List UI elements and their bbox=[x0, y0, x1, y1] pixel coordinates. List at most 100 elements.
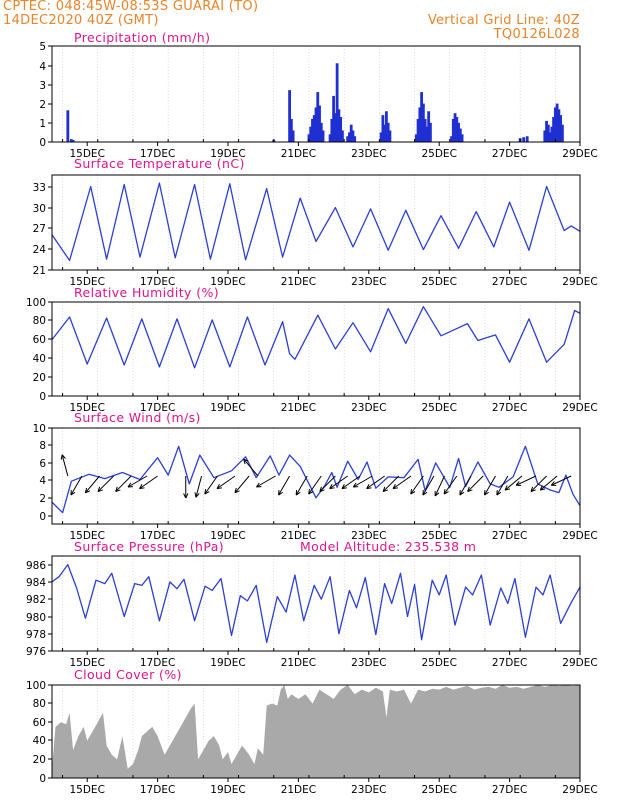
y-tick-label: 80 bbox=[33, 315, 46, 327]
precip-bar bbox=[339, 117, 343, 142]
precip-bar bbox=[423, 118, 427, 142]
y-tick-label: 980 bbox=[26, 612, 46, 624]
panel-title: Surface Temperature (nC) bbox=[74, 156, 245, 171]
x-tick-label: 25DEC bbox=[421, 148, 456, 160]
precip-bar bbox=[337, 109, 341, 142]
wind-arrow bbox=[183, 476, 189, 499]
x-tick-label: 17DEC bbox=[140, 148, 175, 160]
wind-arrow bbox=[329, 475, 348, 490]
panel-title: Cloud Cover (%) bbox=[74, 667, 182, 682]
plot-frame bbox=[51, 427, 581, 525]
precip-bar bbox=[309, 126, 313, 142]
precip-bar bbox=[450, 136, 453, 142]
precip-bar bbox=[525, 136, 529, 142]
y-tick-label: 100 bbox=[26, 680, 46, 692]
panel-4: 976 978 980 982 984 986 15DEC 17DEC 19DEC 21DEC 23… bbox=[26, 539, 598, 669]
precip-bar bbox=[332, 95, 335, 142]
series-line bbox=[51, 306, 581, 369]
precip-bar bbox=[289, 118, 293, 142]
precip-bar bbox=[552, 117, 555, 142]
y-tick-label: 24 bbox=[33, 244, 47, 256]
series-line bbox=[51, 563, 581, 644]
precip-bar bbox=[318, 105, 321, 142]
x-tick-label: 29DEC bbox=[562, 784, 597, 796]
precip-bar bbox=[555, 103, 559, 142]
precip-bar bbox=[453, 113, 457, 142]
x-tick-label: 21DEC bbox=[281, 276, 316, 288]
precip-bar bbox=[311, 118, 314, 142]
x-tick-label: 25DEC bbox=[421, 276, 456, 288]
precip-bar bbox=[328, 134, 332, 142]
y-tick-label: 5 bbox=[39, 41, 46, 53]
wind-arrow bbox=[550, 475, 572, 486]
precip-bar bbox=[546, 124, 550, 142]
panel-title: Surface Wind (m/s) bbox=[74, 410, 201, 425]
y-tick-label: 100 bbox=[26, 297, 46, 309]
precip-bar bbox=[425, 126, 429, 142]
x-tick-label: 15DEC bbox=[69, 402, 104, 414]
wind-arrow bbox=[234, 475, 250, 494]
plot-frame bbox=[51, 555, 581, 652]
precip-bar bbox=[346, 136, 350, 142]
y-tick-label: 1 bbox=[39, 118, 46, 130]
wind-arrow bbox=[392, 475, 412, 490]
x-tick-label: 21DEC bbox=[281, 657, 316, 669]
precip-bar bbox=[321, 130, 325, 142]
x-tick-label: 21DEC bbox=[281, 402, 316, 414]
x-tick-label: 21DEC bbox=[281, 148, 316, 160]
y-tick-label: 984 bbox=[26, 577, 46, 589]
x-tick-label: 25DEC bbox=[421, 402, 456, 414]
precip-bar bbox=[460, 134, 464, 142]
precip-bar bbox=[455, 117, 459, 142]
x-tick-label: 25DEC bbox=[421, 784, 456, 796]
wind-arrow bbox=[139, 475, 158, 490]
precip-bar bbox=[307, 134, 311, 142]
header-grid-line: Vertical Grid Line: 40Z bbox=[427, 13, 580, 28]
y-tick-label: 60 bbox=[33, 334, 46, 346]
precip-bar bbox=[349, 124, 353, 142]
wind-arrow bbox=[539, 475, 558, 491]
precip-bar bbox=[316, 92, 320, 142]
wind-arrow bbox=[115, 475, 132, 493]
x-tick-label: 29DEC bbox=[562, 276, 597, 288]
x-tick-label: 19DEC bbox=[210, 784, 245, 796]
y-tick-label: 21 bbox=[33, 265, 46, 277]
precip-bar bbox=[416, 118, 420, 142]
header-date: 14DEC2020 40Z (GMT) bbox=[3, 13, 159, 28]
y-tick-label: 20 bbox=[33, 754, 46, 766]
x-tick-label: 17DEC bbox=[140, 276, 175, 288]
x-tick-label: 15DEC bbox=[69, 148, 104, 160]
precip-bar bbox=[418, 107, 422, 142]
x-tick-label: 19DEC bbox=[210, 402, 245, 414]
precip-bar bbox=[457, 122, 460, 142]
panel-3: 0 2 4 6 8 10 15DEC 17DEC 19DEC 21DEC 23DEC 25DEC 27D… bbox=[33, 410, 598, 542]
precip-bar bbox=[66, 110, 70, 142]
y-tick-label: 10 bbox=[33, 423, 46, 435]
precip-bar bbox=[71, 140, 75, 142]
x-tick-label: 21DEC bbox=[281, 530, 316, 542]
header-model: TQ0126L028 bbox=[493, 27, 580, 42]
y-tick-label: 2 bbox=[39, 99, 46, 111]
precip-bar bbox=[550, 126, 554, 142]
wind-arrow bbox=[308, 475, 322, 495]
y-tick-label: 978 bbox=[26, 629, 46, 641]
precip-bar bbox=[388, 130, 392, 142]
y-tick-label: 33 bbox=[33, 182, 46, 194]
precip-bar bbox=[561, 124, 564, 142]
y-tick-label: 0 bbox=[39, 773, 46, 785]
wind-arrow bbox=[127, 475, 148, 488]
series-line bbox=[51, 445, 581, 514]
panel-0: 0 1 2 3 4 5 15DEC 17DEC 19DEC 21DEC 23DEC 25DEC 27DE… bbox=[39, 30, 597, 160]
precip-bar bbox=[312, 115, 316, 142]
panel-title: Precipitation (mm/h) bbox=[74, 30, 210, 45]
x-tick-label: 17DEC bbox=[140, 402, 175, 414]
precip-bar bbox=[553, 107, 557, 142]
y-tick-label: 6 bbox=[39, 458, 46, 470]
y-tick-label: 3 bbox=[39, 80, 46, 92]
x-tick-label: 15DEC bbox=[69, 276, 104, 288]
x-tick-label: 21DEC bbox=[281, 784, 316, 796]
series-line bbox=[51, 182, 581, 262]
y-tick-label: 0 bbox=[39, 391, 46, 403]
wind-arrow bbox=[319, 475, 336, 493]
y-tick-label: 2 bbox=[39, 493, 46, 505]
